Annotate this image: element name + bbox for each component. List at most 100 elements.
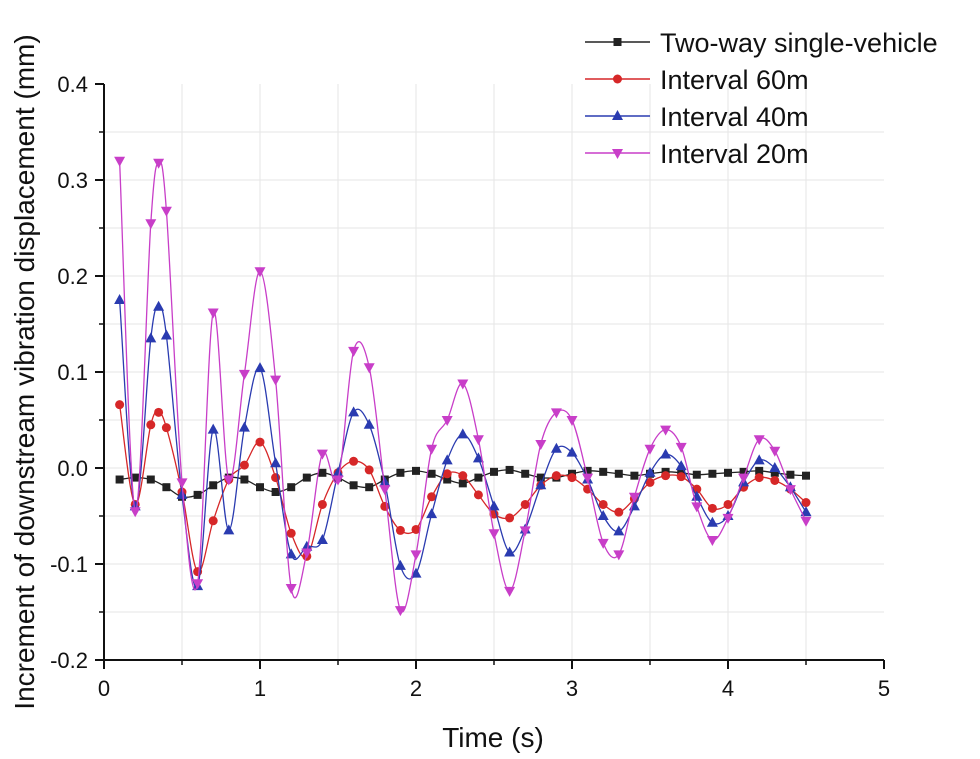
legend-marker bbox=[612, 110, 623, 120]
data-point bbox=[380, 501, 390, 511]
data-point bbox=[396, 468, 405, 477]
data-point bbox=[614, 507, 624, 517]
series-two-way-single-vehicle bbox=[115, 465, 810, 501]
data-point bbox=[802, 471, 810, 480]
data-point bbox=[348, 346, 360, 357]
y-tick-label: -0.1 bbox=[50, 552, 88, 577]
data-point bbox=[316, 449, 328, 460]
data-point bbox=[739, 467, 748, 476]
data-point bbox=[504, 546, 516, 557]
x-tick-label: 2 bbox=[410, 676, 422, 701]
data-point bbox=[395, 525, 405, 535]
data-point bbox=[474, 473, 483, 482]
data-point bbox=[724, 468, 732, 477]
data-point bbox=[786, 470, 795, 479]
data-point bbox=[708, 469, 717, 478]
data-point bbox=[598, 499, 608, 509]
data-point bbox=[223, 524, 235, 535]
x-tick-label: 3 bbox=[566, 676, 578, 701]
data-point bbox=[504, 586, 516, 597]
data-point bbox=[153, 300, 165, 311]
data-point bbox=[707, 503, 717, 513]
data-point bbox=[332, 475, 344, 486]
data-point bbox=[410, 567, 422, 578]
data-point bbox=[550, 442, 562, 453]
data-point bbox=[256, 483, 264, 492]
series-interval-40m bbox=[114, 294, 812, 591]
data-point bbox=[154, 407, 164, 417]
data-point bbox=[412, 466, 420, 475]
data-point bbox=[597, 510, 609, 520]
data-point bbox=[160, 206, 172, 217]
data-point bbox=[706, 536, 718, 546]
data-point bbox=[770, 475, 780, 485]
x-axis-title: Time (s) bbox=[442, 722, 544, 753]
x-tick-label: 1 bbox=[254, 676, 266, 701]
data-point bbox=[411, 524, 421, 534]
legend-marker bbox=[612, 149, 623, 159]
data-point bbox=[521, 469, 530, 478]
data-point bbox=[301, 540, 313, 551]
data-point bbox=[723, 499, 733, 509]
data-point bbox=[753, 435, 765, 446]
y-tick-label: 0.1 bbox=[57, 360, 88, 385]
data-point bbox=[394, 606, 406, 617]
series-interval-60m bbox=[115, 400, 811, 577]
data-point bbox=[505, 513, 515, 523]
data-point bbox=[644, 466, 656, 477]
data-point bbox=[208, 516, 218, 526]
data-point bbox=[630, 471, 639, 480]
data-point bbox=[660, 425, 672, 436]
data-point bbox=[160, 329, 172, 340]
data-point bbox=[597, 538, 609, 549]
data-point bbox=[490, 467, 498, 476]
data-point bbox=[551, 471, 561, 481]
legend-marker bbox=[613, 38, 622, 46]
data-point bbox=[473, 490, 483, 500]
data-point bbox=[676, 472, 686, 482]
data-point bbox=[287, 483, 296, 492]
data-point bbox=[644, 444, 656, 455]
data-point bbox=[223, 475, 235, 486]
data-point bbox=[753, 454, 765, 465]
legend-item: Interval 60m bbox=[585, 65, 809, 95]
data-point bbox=[161, 423, 171, 433]
data-point bbox=[599, 467, 608, 476]
data-point bbox=[426, 444, 438, 455]
data-point bbox=[114, 294, 126, 304]
legend: Two-way single-vehicle Interval 60m Interv… bbox=[585, 28, 938, 169]
data-point bbox=[535, 479, 547, 490]
data-point bbox=[379, 485, 391, 496]
data-point bbox=[271, 488, 280, 496]
data-point bbox=[519, 526, 531, 537]
data-point bbox=[176, 488, 188, 499]
data-point bbox=[348, 406, 360, 417]
series-line bbox=[118, 299, 807, 588]
legend-marker bbox=[613, 74, 622, 84]
data-point bbox=[472, 435, 484, 446]
data-point bbox=[613, 550, 625, 561]
data-point bbox=[238, 421, 250, 432]
grid bbox=[104, 84, 884, 660]
data-point bbox=[457, 379, 469, 390]
data-point bbox=[472, 452, 484, 463]
data-point bbox=[349, 456, 359, 466]
data-point bbox=[566, 446, 578, 457]
data-point bbox=[318, 468, 327, 477]
data-point bbox=[363, 363, 375, 374]
data-point bbox=[505, 465, 514, 474]
data-point bbox=[209, 481, 218, 490]
data-point bbox=[365, 483, 374, 492]
data-point bbox=[441, 416, 453, 426]
data-point bbox=[613, 525, 625, 536]
data-point bbox=[801, 498, 811, 508]
data-point bbox=[535, 440, 547, 450]
legend-label: Interval 40m bbox=[660, 102, 809, 132]
data-point bbox=[363, 418, 375, 429]
data-point bbox=[770, 468, 779, 477]
legend-item: Two-way single-vehicle bbox=[585, 28, 938, 58]
data-point bbox=[427, 469, 436, 478]
data-point bbox=[488, 529, 500, 540]
data-point bbox=[661, 471, 671, 481]
data-point bbox=[207, 423, 219, 434]
